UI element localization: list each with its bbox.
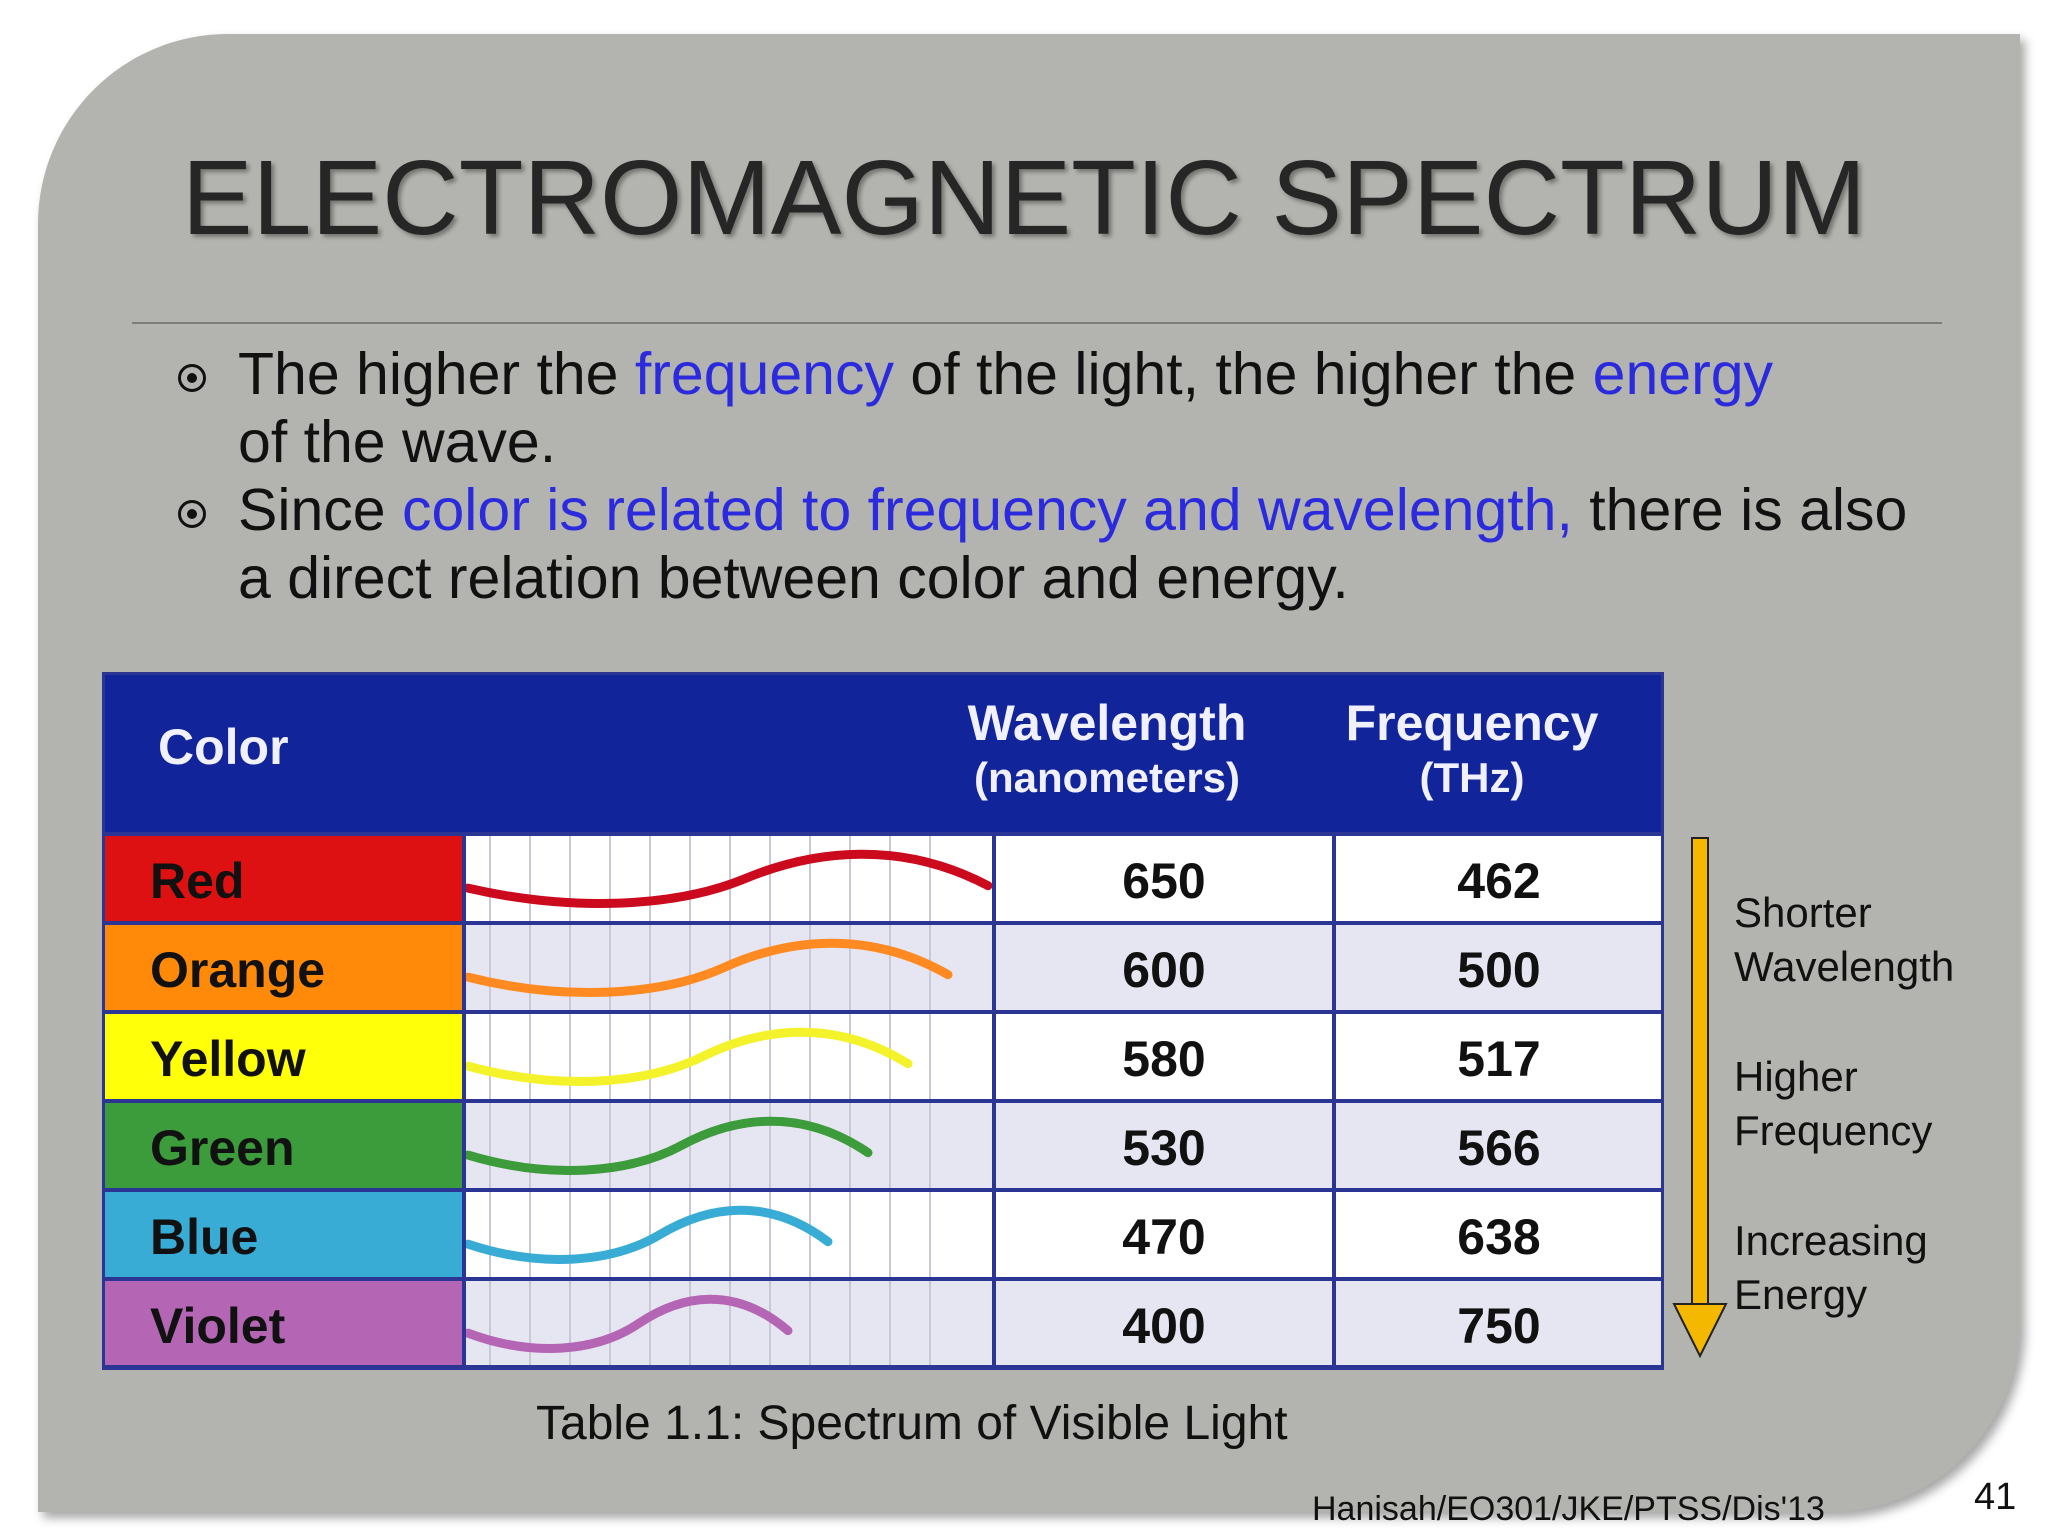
- row-color-name: Blue: [150, 1209, 259, 1265]
- note-higher-frequency: Higher Frequency: [1734, 1050, 1932, 1158]
- header-wavelength: Wavelength: [967, 695, 1247, 751]
- bullet-item: Since color is related to frequency and …: [172, 476, 1932, 612]
- header-color: Color: [158, 719, 289, 775]
- bullet-text: of the wave.: [238, 409, 557, 475]
- note-line: Higher: [1734, 1053, 1858, 1100]
- highlight-text: color is related to frequency and wavele…: [401, 477, 1573, 543]
- row-wavelength: 600: [1122, 942, 1206, 998]
- wave-line: [463, 849, 993, 908]
- row-frequency: 462: [1457, 853, 1541, 909]
- row-color-name: Violet: [150, 1298, 286, 1354]
- wave-line: [463, 1027, 913, 1086]
- row-frequency: 750: [1457, 1298, 1541, 1354]
- color-swatch: [102, 1012, 464, 1101]
- wave-line: [463, 1116, 873, 1175]
- header-wavelength-unit: (nanometers): [973, 754, 1241, 801]
- wave-line: [463, 1205, 833, 1264]
- note-line: Shorter: [1734, 889, 1872, 936]
- slide-title: ELECTROMAGNETIC SPECTRUM: [181, 139, 1867, 257]
- header-frequency-unit: (THz): [1419, 754, 1525, 801]
- bullet-list: The higher the frequency of the light, t…: [172, 340, 1932, 612]
- row-wavelength: 400: [1122, 1298, 1206, 1354]
- row-wavelength: 470: [1122, 1209, 1206, 1265]
- color-swatch: [102, 1101, 464, 1190]
- bullet-text: Since: [238, 477, 402, 543]
- row-frequency: 517: [1457, 1031, 1541, 1087]
- row-color-name: Yellow: [150, 1031, 306, 1087]
- spectrum-table-graphic: [102, 672, 1664, 1370]
- footer-credit: Hanisah/EO301/JKE/PTSS/Dis'13: [1312, 1490, 1825, 1528]
- row-color-name: Green: [150, 1120, 295, 1176]
- color-swatch: [102, 1190, 464, 1279]
- wave-line: [463, 1294, 793, 1353]
- table-border: [102, 672, 1664, 1369]
- color-swatch: [102, 923, 464, 1012]
- note-shorter-wavelength: Shorter Wavelength: [1734, 886, 1954, 994]
- note-line: Energy: [1734, 1271, 1868, 1318]
- table-caption: Table 1.1: Spectrum of Visible Light: [536, 1397, 1288, 1450]
- spectrum-table: Color Wavelength (nanometers) Frequency …: [102, 672, 1664, 1370]
- note-line: Increasing: [1734, 1217, 1928, 1264]
- row-frequency: 566: [1457, 1120, 1541, 1176]
- bullet-text: The higher the: [238, 341, 635, 407]
- title-divider: [132, 322, 1942, 324]
- color-swatch: [102, 1279, 464, 1368]
- row-color-name: Red: [150, 853, 245, 909]
- note-line: Wavelength: [1734, 943, 1955, 990]
- row-wavelength: 580: [1122, 1031, 1206, 1087]
- bullet-text: of the light, the higher the: [893, 341, 1593, 407]
- row-frequency: 500: [1457, 942, 1541, 998]
- header-frequency: Frequency: [1345, 695, 1599, 751]
- bullet-marker-icon: [178, 500, 206, 528]
- note-line: Frequency: [1734, 1107, 1933, 1154]
- down-arrow-icon: [1672, 837, 1728, 1359]
- bullet-marker-icon: [178, 364, 206, 392]
- highlight-text: energy: [1592, 341, 1774, 407]
- highlight-text: frequency: [634, 341, 894, 407]
- table-header-bg: [102, 672, 1664, 834]
- bullet-item: The higher the frequency of the light, t…: [172, 340, 1932, 476]
- row-wavelength: 650: [1122, 853, 1206, 909]
- page-number: 41: [1974, 1476, 2017, 1518]
- color-swatch: [102, 834, 464, 923]
- bullet-text: there is also a direct relation between …: [238, 477, 1908, 611]
- row-frequency: 638: [1457, 1209, 1541, 1265]
- wave-line: [463, 938, 953, 997]
- row-color-name: Orange: [150, 942, 326, 998]
- row-wavelength: 530: [1122, 1120, 1206, 1176]
- note-increasing-energy: Increasing Energy: [1734, 1214, 1928, 1322]
